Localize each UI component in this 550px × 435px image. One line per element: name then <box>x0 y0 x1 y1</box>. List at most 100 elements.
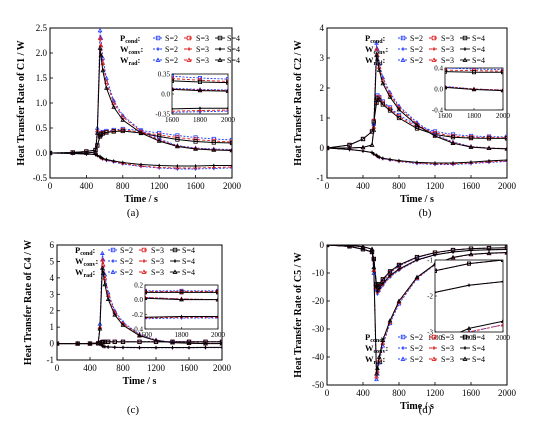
star-marker <box>380 280 386 286</box>
x-tick-label: 0 <box>48 181 53 191</box>
x-tick-label: 1600 <box>462 181 481 191</box>
series-group <box>327 40 507 167</box>
y-tick-label: -30 <box>312 324 324 334</box>
legend: Pcond: S=2 S=3 S=4 Wconv: S=2 S=3 S=4 Wrad: S=2 S=… <box>120 33 240 67</box>
triangle-marker <box>468 144 474 149</box>
legend-entry-label: S=4 <box>472 344 485 353</box>
x-tick-label: 800 <box>392 181 406 191</box>
triangle-marker <box>347 145 352 150</box>
inset-series-group <box>172 74 228 114</box>
square-marker <box>215 290 218 295</box>
star-marker <box>396 158 402 163</box>
triangle-marker <box>431 356 437 361</box>
legend-row-label: Pcond: <box>120 33 141 45</box>
inset-series-group <box>445 68 503 110</box>
star-marker <box>371 151 377 157</box>
triangle-marker <box>170 340 175 345</box>
triangle-marker <box>374 371 379 376</box>
star-marker <box>145 316 148 321</box>
square-marker <box>500 260 503 262</box>
triangle-marker <box>450 254 456 260</box>
star-marker <box>376 285 382 291</box>
inset-y-tick-label: -0.35 <box>155 111 170 119</box>
triangle-marker <box>369 142 375 147</box>
triangle-marker <box>414 122 420 127</box>
chart-panel: 0 400 800 1200 1600 2000 -50 -40 -30 -20 -10 0 Time … <box>293 240 517 416</box>
star-marker <box>172 106 175 112</box>
triangle-marker <box>471 87 477 92</box>
star-marker <box>400 345 406 351</box>
x-tick-label: 2000 <box>213 363 232 373</box>
square-marker <box>387 108 393 113</box>
star-marker <box>414 159 420 165</box>
square-marker <box>111 129 116 134</box>
triangle-marker <box>120 322 126 327</box>
star-marker <box>432 160 438 166</box>
star-marker <box>172 108 175 114</box>
star-marker <box>110 258 116 264</box>
series-line <box>327 54 507 150</box>
inset: 1600 1800 2000 -0.35 0.0 0.35 <box>155 71 235 125</box>
triangle-marker <box>486 145 492 151</box>
triangle-marker <box>462 356 468 361</box>
legend-entry-label: S=2 <box>410 56 423 65</box>
legend-row-label: Pcond: <box>365 33 386 45</box>
y-tick-label: 2 <box>50 306 55 316</box>
triangle-marker <box>156 138 162 143</box>
series-line <box>327 97 507 149</box>
triangle-marker <box>374 374 379 379</box>
square-marker <box>112 339 117 345</box>
triangle-marker <box>110 269 116 274</box>
triangle-marker <box>175 143 180 149</box>
legend-row-label: Wconv: <box>75 256 99 268</box>
triangle-marker <box>467 329 471 332</box>
triangle-marker <box>327 145 330 150</box>
triangle-marker <box>374 40 379 45</box>
triangle-marker <box>172 269 178 274</box>
series-line <box>172 78 228 82</box>
square-marker <box>396 115 402 121</box>
star-marker <box>219 344 222 350</box>
star-marker <box>112 344 118 350</box>
series-line <box>445 86 503 92</box>
star-marker <box>145 314 148 320</box>
y-tick-label: 0 <box>320 240 325 250</box>
triangle-marker <box>141 269 147 274</box>
inset-x-tick-label: 1800 <box>462 334 477 342</box>
star-marker <box>450 160 456 166</box>
square-marker <box>462 35 468 41</box>
star-marker <box>186 345 192 350</box>
triangle-marker <box>87 341 93 346</box>
triangle-marker <box>94 130 100 135</box>
triangle-marker <box>375 365 380 370</box>
square-marker <box>193 139 198 144</box>
y-tick-label: 1.5 <box>36 73 48 83</box>
triangle-marker <box>172 87 175 92</box>
square-marker <box>380 277 385 282</box>
triangle-marker <box>145 295 148 300</box>
inset-y-tick-label: -1 <box>427 257 433 265</box>
square-marker <box>175 137 180 142</box>
y-tick-label: 0.5 <box>36 123 48 133</box>
square-marker <box>186 35 192 41</box>
triangle-marker <box>100 67 106 73</box>
square-marker <box>219 339 222 345</box>
square-marker <box>466 261 471 266</box>
triangle-marker <box>369 246 375 251</box>
star-marker <box>486 247 492 253</box>
triangle-marker <box>155 57 161 62</box>
legend-entry-label: S=2 <box>120 257 133 266</box>
legend-entry-label: S=4 <box>472 56 485 65</box>
square-marker <box>377 97 382 103</box>
star-marker <box>360 148 366 154</box>
legend-row-label: Pcond: <box>365 332 386 344</box>
star-marker <box>215 314 218 319</box>
legend-row-label: Wconv: <box>120 44 144 56</box>
square-marker <box>172 247 178 253</box>
star-marker <box>431 345 437 351</box>
star-marker <box>186 46 192 52</box>
triangle-marker <box>400 356 406 361</box>
y-tick-label: -10 <box>312 268 324 278</box>
y-tick-label: -40 <box>312 352 324 362</box>
plot-frame <box>326 27 508 179</box>
